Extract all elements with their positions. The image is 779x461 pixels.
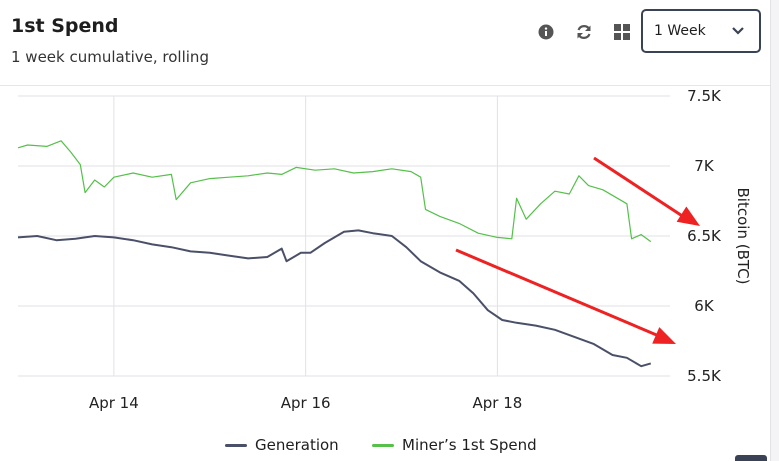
legend-label-generation: Generation (255, 436, 339, 454)
legend-swatch-miners-1st-spend (372, 443, 394, 447)
legend-item-miners-1st-spend[interactable]: Miner’s 1st Spend (372, 436, 537, 454)
line-chart: 7.5K 7K 6.5K 6K 5.5K Apr 14 Apr 16 Apr 18 Bitcoi… (17, 87, 752, 412)
annotation-arrow-upper-head (676, 206, 700, 226)
annotation-arrow-lower-shaft (455, 248, 667, 341)
series-line-generation (17, 229, 652, 368)
y-tick-label: 7K (694, 157, 715, 175)
annotation-arrow-lower-head (652, 327, 676, 344)
chart-subtitle: 1 week cumulative, rolling (11, 48, 209, 66)
x-tick-label: Apr 18 (473, 394, 523, 412)
legend-swatch-generation (225, 443, 247, 447)
y-tick-label: 7.5K (687, 87, 722, 105)
period-select-value: 1 Week (654, 23, 706, 39)
chart-title: 1st Spend (11, 15, 119, 37)
header-divider (0, 85, 770, 86)
y-tick-label: 5.5K (687, 367, 722, 385)
x-tick-label: Apr 16 (281, 394, 331, 412)
series-line-miners-1st-spend (17, 140, 652, 243)
period-select[interactable]: 1 Week (641, 9, 761, 53)
chevron-down-icon (732, 27, 744, 35)
annotation-arrow-upper-shaft (593, 156, 691, 223)
refresh-icon[interactable] (574, 22, 594, 42)
y-tick-label: 6.5K (687, 227, 722, 245)
legend-item-generation[interactable]: Generation (225, 436, 339, 454)
y-tick-label: 6K (694, 297, 715, 315)
x-tick-label: Apr 14 (89, 394, 139, 412)
y-axis-title: Bitcoin (BTC) (734, 188, 752, 285)
legend-label-miners-1st-spend: Miner’s 1st Spend (402, 436, 537, 454)
info-icon[interactable] (536, 22, 556, 42)
grid-icon[interactable] (612, 22, 632, 42)
corner-tab[interactable] (735, 455, 767, 461)
